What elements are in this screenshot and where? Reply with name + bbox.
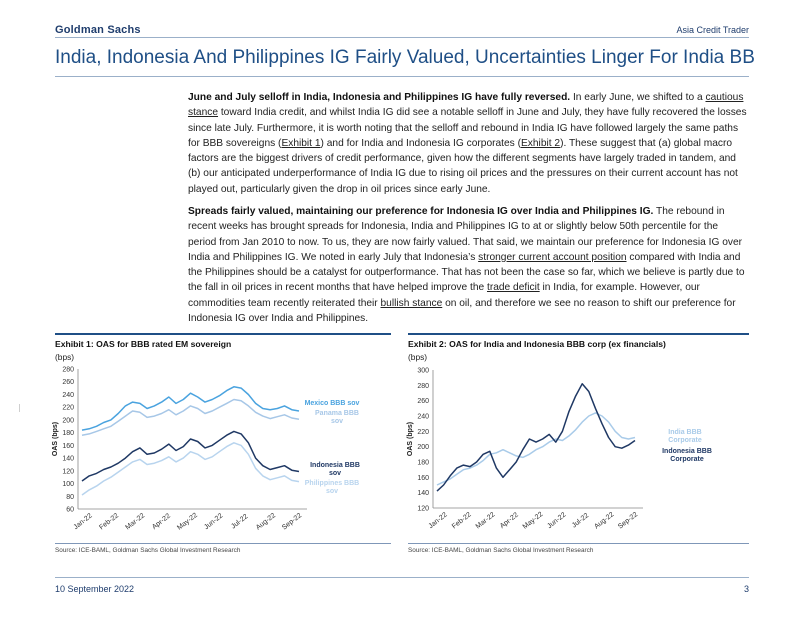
brand-name: Goldman Sachs [55,24,141,36]
series-label: sov [326,488,338,495]
x-tick-label: Jan-22 [427,511,448,530]
paragraph-1-text: ). These suggest that (a) global macro f… [188,137,738,195]
y-tick-label: 160 [62,443,74,450]
cautious-stance-link[interactable]: cautious stance [188,92,744,119]
series-label: sov [331,418,343,425]
exhibit-2-link[interactable]: Exhibit 2 [521,137,561,149]
x-tick-label: Jun-22 [546,511,567,530]
y-tick-label: 60 [66,507,74,514]
series-line-indonesia-bbb-corporate [436,383,636,492]
y-axis-label: OAS (bps) [52,422,59,456]
series-label: Philippines BBB [305,480,359,487]
exhibit-1-source: Source: ICE-BAML, Goldman Sachs Global I… [55,547,241,554]
x-tick-label: Feb-22 [451,511,473,530]
paragraph-2-text: in India, for example. However, our comm… [188,282,700,309]
series-label: Mexico BBB sov [305,400,360,407]
footer-rule [55,577,749,578]
exhibit-1-rule [55,333,391,335]
publication-date: 10 September 2022 [55,584,135,594]
x-tick-label: Apr-22 [499,512,520,531]
paragraph-2-text: on oil, and therefore we see no reason t… [188,297,736,325]
paragraph-1-text: toward India credit, and whilst India IG… [188,107,747,149]
exhibit-2-rule [408,333,749,335]
y-tick-label: 200 [417,444,429,451]
x-tick-label: Jan-22 [72,512,93,531]
paragraph-1-text: ) and for India and Indonesia IG corpora… [320,137,521,149]
exhibit-1-source-rule [55,543,391,544]
x-tick-label: Mar-22 [124,512,146,531]
trade-deficit-link[interactable]: trade deficit [487,282,540,294]
y-tick-label: 220 [417,429,429,436]
y-tick-label: 120 [417,506,429,513]
paragraph-2-text: compared with India and the Philippines … [188,251,745,294]
series-line-mexico-bbb-sov [81,386,300,431]
y-tick-label: 200 [62,417,74,424]
series-line-indonesia-bbb-sov [81,430,300,482]
y-tick-label: 240 [417,414,429,421]
y-tick-label: 160 [417,475,429,482]
y-tick-label: 300 [417,368,429,375]
x-tick-label: May-22 [176,512,199,532]
series-line-philippines-bbb-sov [81,442,300,496]
paragraph-2: Spreads fairly valued, maintaining our p… [188,204,748,326]
exhibit-2-chart: 120 140 160 180 200 220 240 260 280 300 Jan-22 Feb-… [407,368,712,531]
y-tick-label: 140 [62,456,74,463]
series-label: sov [329,470,341,477]
paragraph-2-text: The rebound in recent weeks has brought … [188,206,743,263]
exhibit-1-link[interactable]: Exhibit 1 [281,137,321,149]
y-tick-label: 80 [66,494,74,501]
y-tick-label: 140 [417,490,429,497]
y-tick-label: 280 [417,383,429,390]
paragraph-2-lead: Spreads fairly valued, maintaining our p… [188,206,654,217]
exhibit-2-source: Source: ICE-BAML, Goldman Sachs Global I… [408,547,594,554]
series-label: Indonesia BBB [662,448,712,455]
y-tick-label: 260 [62,379,74,386]
page-title: India, Indonesia And Philippines IG Fair… [55,47,755,68]
y-tick-label: 240 [62,392,74,399]
header-rule [55,37,749,38]
bullish-stance-link[interactable]: bullish stance [380,297,443,309]
x-tick-label: May-22 [522,511,545,531]
series-label: Indonesia BBB [310,462,360,469]
x-tick-label: Aug-22 [255,512,277,531]
x-tick-label: Mar-22 [475,511,497,530]
margin-mark [19,404,20,412]
y-tick-label: 180 [417,460,429,467]
current-account-link[interactable]: stronger current account position [478,251,627,263]
series-label: Panama BBB [315,410,359,417]
series-line-panama-bbb-sov [81,398,300,436]
x-tick-label: Jul-22 [230,513,249,530]
series-label: Corporate [670,456,704,463]
y-tick-label: 260 [417,398,429,405]
page-number: 3 [743,584,749,594]
exhibit-2-unit: (bps) [408,352,428,362]
series-label: Corporate [668,437,702,444]
paragraph-1-text: In early June, we shifted to a [570,92,706,103]
x-tick-label: Sep-22 [281,512,303,531]
exhibit-1-title: Exhibit 1: OAS for BBB rated EM sovereig… [55,339,232,349]
paragraph-1-lead: June and July selloff in India, Indonesi… [188,92,571,103]
publication-name: Asia Credit Trader [676,25,749,35]
paragraph-1: June and July selloff in India, Indonesi… [188,90,748,197]
series-label: India BBB [668,429,701,436]
x-tick-label: Sep-22 [617,511,639,530]
y-axis-label: OAS (bps) [407,422,414,456]
x-tick-label: Feb-22 [98,512,120,531]
x-tick-label: Apr-22 [151,513,172,532]
y-tick-label: 180 [62,430,74,437]
exhibit-2-source-rule [408,543,749,544]
exhibit-1-unit: (bps) [55,352,75,362]
x-tick-label: Aug-22 [593,511,615,530]
x-tick-label: Jul-22 [571,512,590,529]
y-tick-label: 100 [62,481,74,488]
y-tick-label: 220 [62,405,74,412]
exhibit-1-chart: 60 80 100 120 140 160 180 200 220 240 260 280 Jan-22… [52,367,360,532]
x-tick-label: Jun-22 [203,512,224,531]
exhibit-2-title: Exhibit 2: OAS for India and Indonesia B… [408,339,666,349]
y-tick-label: 280 [62,367,74,374]
title-rule [55,76,749,77]
y-tick-label: 120 [62,468,74,475]
series-line-india-bbb-corporate [436,412,636,486]
